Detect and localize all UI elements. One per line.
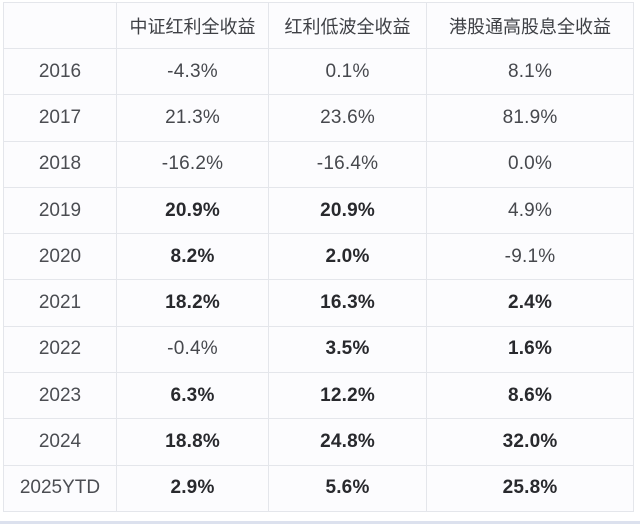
year-cell: 2025YTD (3, 464, 117, 513)
value-cell: 4.9% (426, 186, 634, 235)
value-cell: 5.6% (268, 464, 427, 513)
table-row: 2022 -0.4% 3.5% 1.6% (3, 325, 634, 374)
header-hk-connect-high-dividend-total-return: 港股通高股息全收益 (426, 2, 634, 49)
value-cell: 8.2% (116, 233, 269, 281)
table-row: 2018 -16.2% -16.4% 0.0% (3, 140, 634, 188)
year-cell: 2020 (3, 233, 117, 281)
value-cell: 1.6% (426, 325, 634, 374)
value-cell: 2.9% (116, 464, 269, 513)
value-cell: 8.1% (426, 47, 634, 96)
header-dividend-lowvol-total-return: 红利低波全收益 (268, 2, 427, 49)
value-cell: 23.6% (268, 94, 427, 142)
value-cell: 25.8% (426, 464, 634, 513)
table-row: 2024 18.8% 24.8% 32.0% (3, 418, 634, 466)
value-cell: 20.9% (116, 186, 269, 235)
value-cell: 3.5% (268, 325, 427, 374)
value-cell: 2.4% (426, 279, 634, 327)
year-cell: 2018 (3, 140, 117, 188)
value-cell: 21.3% (116, 94, 269, 142)
table-body: 2016 -4.3% 0.1% 8.1% 2017 21.3% 23.6% 81.9% 2018… (3, 47, 634, 513)
value-cell: 0.0% (426, 140, 634, 188)
table-row: 2016 -4.3% 0.1% 8.1% (3, 47, 634, 96)
bottom-edge-strip (0, 521, 640, 524)
year-cell: 2024 (3, 418, 117, 466)
value-cell: 18.2% (116, 279, 269, 327)
year-cell: 2016 (3, 47, 117, 96)
table-row: 2017 21.3% 23.6% 81.9% (3, 94, 634, 142)
table-row: 2021 18.2% 16.3% 2.4% (3, 279, 634, 327)
value-cell: -16.4% (268, 140, 427, 188)
value-cell: -16.2% (116, 140, 269, 188)
table-row: 2020 8.2% 2.0% -9.1% (3, 233, 634, 281)
value-cell: -0.4% (116, 325, 269, 374)
header-csi-dividend-total-return: 中证红利全收益 (116, 2, 269, 49)
value-cell: -4.3% (116, 47, 269, 96)
table-row: 2023 6.3% 12.2% 8.6% (3, 372, 634, 420)
table-row: 2019 20.9% 20.9% 4.9% (3, 186, 634, 235)
value-cell: 20.9% (268, 186, 427, 235)
year-cell: 2022 (3, 325, 117, 374)
value-cell: 6.3% (116, 372, 269, 420)
value-cell: 12.2% (268, 372, 427, 420)
value-cell: 18.8% (116, 418, 269, 466)
value-cell: -9.1% (426, 233, 634, 281)
header-year-blank (3, 2, 117, 49)
year-cell: 2023 (3, 372, 117, 420)
value-cell: 16.3% (268, 279, 427, 327)
value-cell: 8.6% (426, 372, 634, 420)
value-cell: 2.0% (268, 233, 427, 281)
annual-returns-table: 中证红利全收益 红利低波全收益 港股通高股息全收益 2016 -4.3% 0.1% 8… (3, 2, 634, 513)
table-row: 2025YTD 2.9% 5.6% 25.8% (3, 464, 634, 513)
value-cell: 81.9% (426, 94, 634, 142)
year-cell: 2017 (3, 94, 117, 142)
value-cell: 24.8% (268, 418, 427, 466)
year-cell: 2019 (3, 186, 117, 235)
value-cell: 32.0% (426, 418, 634, 466)
year-cell: 2021 (3, 279, 117, 327)
value-cell: 0.1% (268, 47, 427, 96)
header-row: 中证红利全收益 红利低波全收益 港股通高股息全收益 (3, 2, 634, 49)
